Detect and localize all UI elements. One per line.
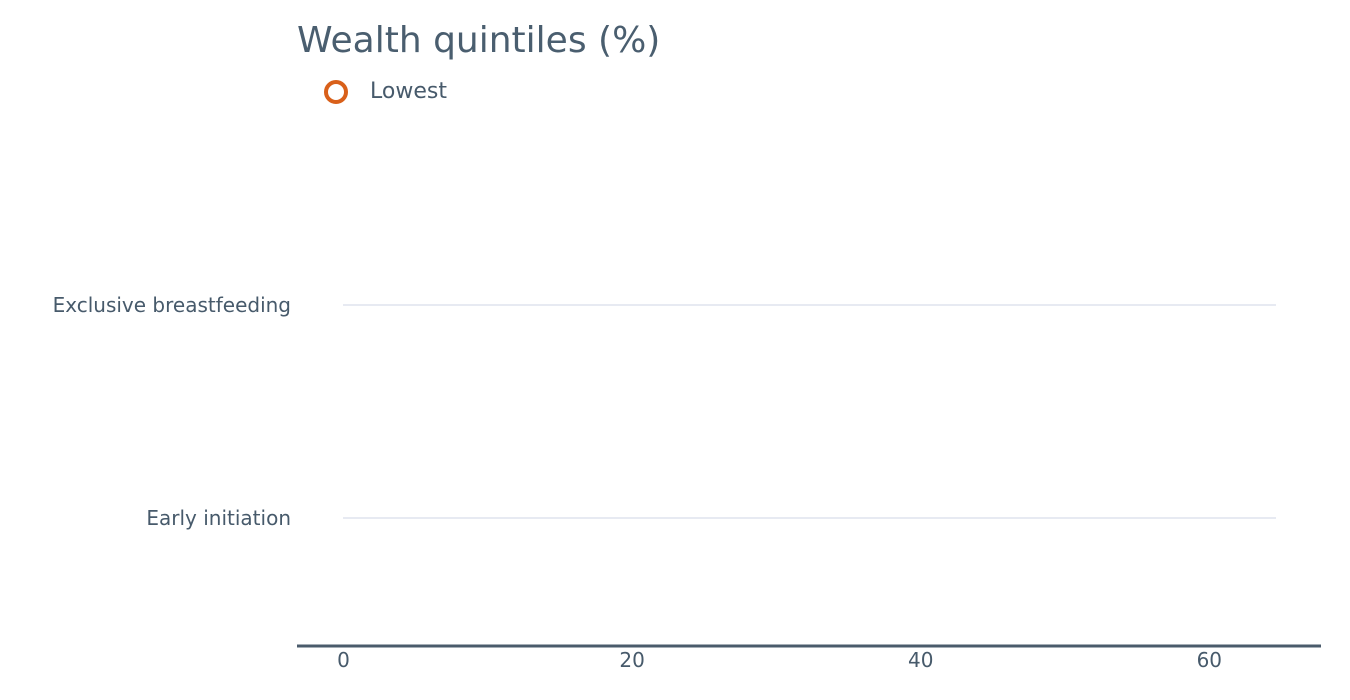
x-tick-label: 60	[1197, 648, 1222, 672]
category-label: Exclusive breastfeeding	[53, 293, 291, 317]
chart-title: Wealth quintiles (%)	[297, 20, 661, 61]
category-label: Early initiation	[146, 506, 291, 530]
x-tick-label: 40	[908, 648, 933, 672]
legend: Lowest	[324, 79, 447, 104]
legend-marker-icon	[324, 79, 348, 104]
legend-label-lowest: Lowest	[370, 79, 447, 104]
x-tick-label: 20	[619, 648, 644, 672]
x-tick-label: 0	[337, 648, 350, 672]
